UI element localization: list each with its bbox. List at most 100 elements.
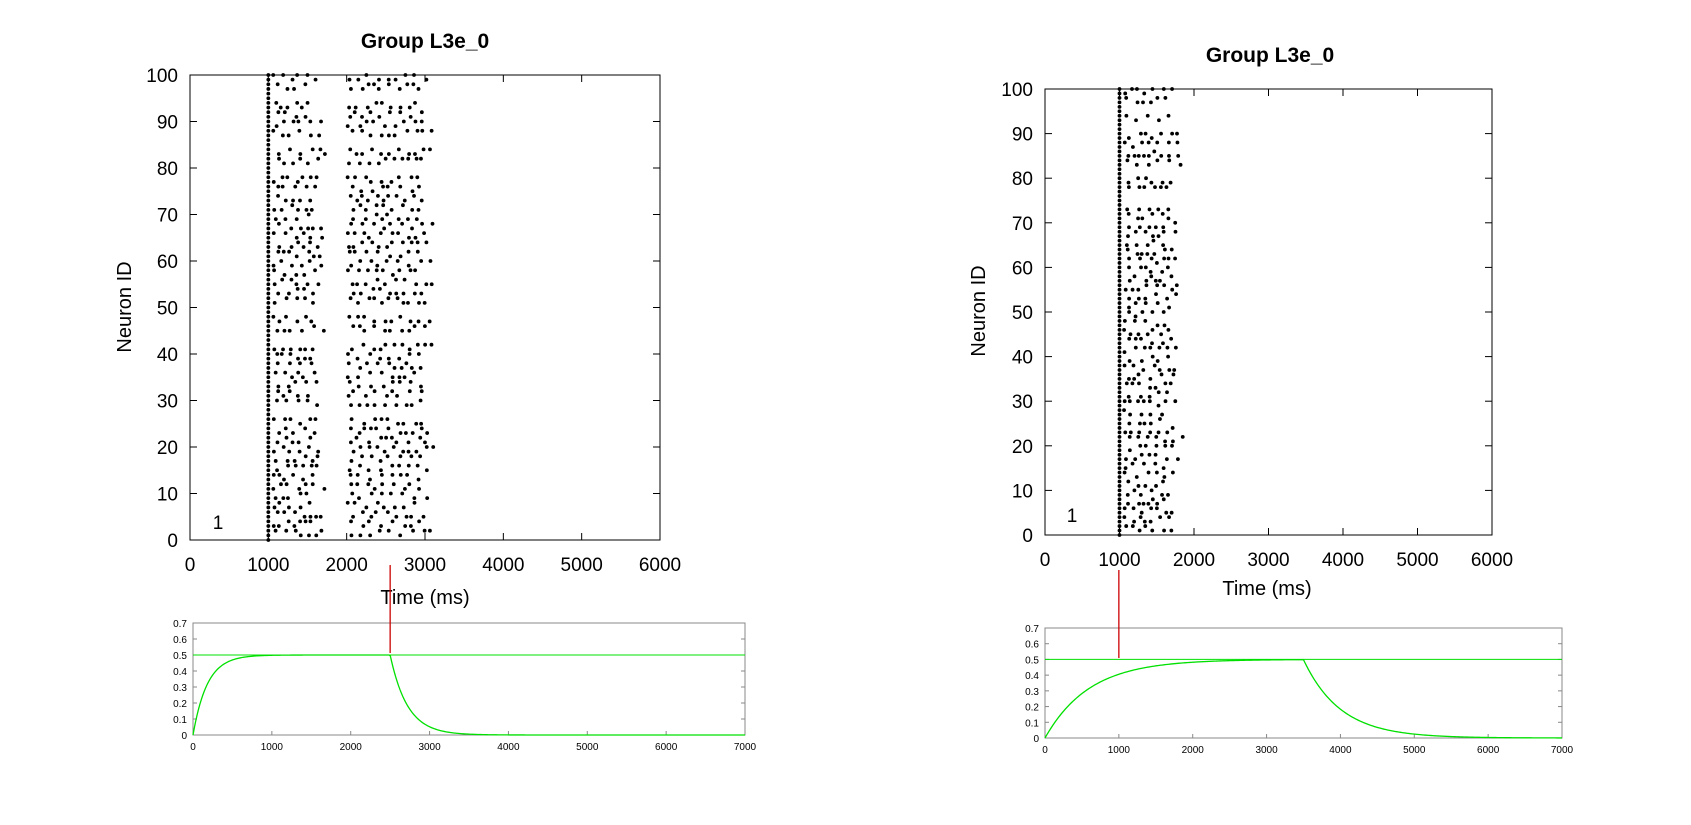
spike-dot — [266, 124, 271, 129]
spike-dot — [266, 282, 271, 287]
y-tick-label: 90 — [157, 113, 178, 134]
spike-dot — [1117, 292, 1122, 297]
spike-dot — [1173, 220, 1178, 225]
spike-dot — [266, 105, 271, 110]
spike-dot — [309, 463, 314, 468]
spike-dot — [429, 128, 434, 133]
spike-dot — [291, 431, 295, 435]
spike-dot — [266, 463, 271, 468]
spike-dot — [1148, 385, 1153, 390]
spike-dot — [317, 133, 322, 138]
spike-dot — [1125, 207, 1130, 212]
spike-dot — [1164, 510, 1169, 515]
spike-dot — [407, 235, 411, 240]
spike-dot — [379, 133, 384, 138]
spike-dot — [1158, 515, 1163, 520]
spike-dot — [313, 268, 317, 273]
spike-dot — [1180, 434, 1185, 439]
spike-dot — [368, 477, 372, 482]
left-trace-curve — [192, 654, 745, 736]
spike-dot — [1139, 452, 1144, 457]
spike-dot — [372, 389, 377, 394]
spike-dot — [1146, 140, 1151, 145]
spike-dot — [301, 245, 306, 249]
spike-dot — [1135, 100, 1140, 105]
spike-dot — [361, 510, 365, 514]
spike-dot — [271, 314, 276, 319]
x-tick-label: 1000 — [1108, 745, 1131, 756]
spike-dot — [295, 296, 300, 301]
spike-dot — [369, 491, 374, 496]
spike-dot — [1117, 510, 1122, 515]
spike-dot — [310, 473, 315, 477]
spike-dot — [314, 533, 319, 538]
spike-dot — [401, 421, 406, 426]
spike-dot — [395, 393, 399, 398]
spike-dot — [346, 393, 351, 398]
spike-dot — [1117, 140, 1122, 145]
spike-dot — [419, 426, 424, 431]
spike-dot — [1117, 394, 1122, 399]
spike-dot — [284, 398, 289, 403]
spike-dot — [266, 524, 271, 528]
spike-dot — [386, 77, 391, 82]
spike-dot — [310, 226, 315, 231]
spike-dot — [266, 328, 271, 333]
spike-dot — [1169, 274, 1174, 279]
spike-dot — [1147, 225, 1152, 230]
spike-dot — [1174, 292, 1178, 297]
spike-dot — [1117, 189, 1122, 194]
spike-dot — [1154, 484, 1158, 488]
spike-dot — [1175, 140, 1180, 145]
spike-dot — [277, 319, 282, 324]
spike-dot — [379, 152, 383, 156]
y-tick-label: 0.2 — [1025, 703, 1039, 714]
spike-dot — [1153, 185, 1157, 190]
spike-dot — [381, 384, 386, 389]
y-tick-label: 0 — [1033, 734, 1039, 745]
spike-dot — [379, 180, 384, 184]
spike-dot — [1154, 470, 1159, 475]
spike-dot — [1127, 336, 1132, 341]
spike-dot — [266, 314, 271, 319]
spike-dot — [1117, 448, 1122, 453]
spike-dot — [362, 421, 367, 426]
spike-dot — [278, 105, 283, 110]
spike-dot — [1133, 229, 1138, 234]
spike-dot — [368, 370, 373, 375]
spike-dot — [266, 249, 271, 254]
spike-dot — [1117, 332, 1122, 337]
spike-dot — [1117, 381, 1122, 386]
spike-dot — [1117, 501, 1122, 506]
spike-dot — [409, 514, 413, 519]
spike-dot — [409, 366, 414, 370]
spike-dot — [409, 454, 414, 459]
spike-dot — [1117, 131, 1122, 136]
spike-dot — [372, 221, 376, 226]
spike-dot — [292, 524, 297, 528]
spike-dot — [282, 477, 286, 482]
x-tick-label: 4000 — [1322, 550, 1364, 571]
spike-dot — [388, 291, 392, 296]
spike-dot — [1165, 296, 1169, 301]
spike-dot — [1167, 158, 1172, 163]
spike-dot — [409, 403, 414, 408]
spike-dot — [407, 352, 412, 356]
spike-dot — [390, 463, 395, 468]
spike-dot — [1132, 319, 1137, 323]
spike-dot — [347, 380, 352, 384]
spike-dot — [266, 156, 271, 161]
spike-dot — [1142, 519, 1147, 524]
spike-dot — [1117, 399, 1122, 404]
spike-dot — [271, 449, 276, 454]
spike-dot — [414, 421, 419, 426]
spike-dot — [1132, 377, 1137, 381]
spike-dot — [294, 235, 299, 240]
spike-dot — [1117, 497, 1122, 502]
spike-dot — [1139, 510, 1144, 515]
spike-dot — [1123, 430, 1128, 435]
spike-dot — [1170, 426, 1175, 430]
spike-dot — [280, 277, 285, 282]
spike-dot — [398, 533, 403, 538]
spike-dot — [1117, 461, 1122, 466]
